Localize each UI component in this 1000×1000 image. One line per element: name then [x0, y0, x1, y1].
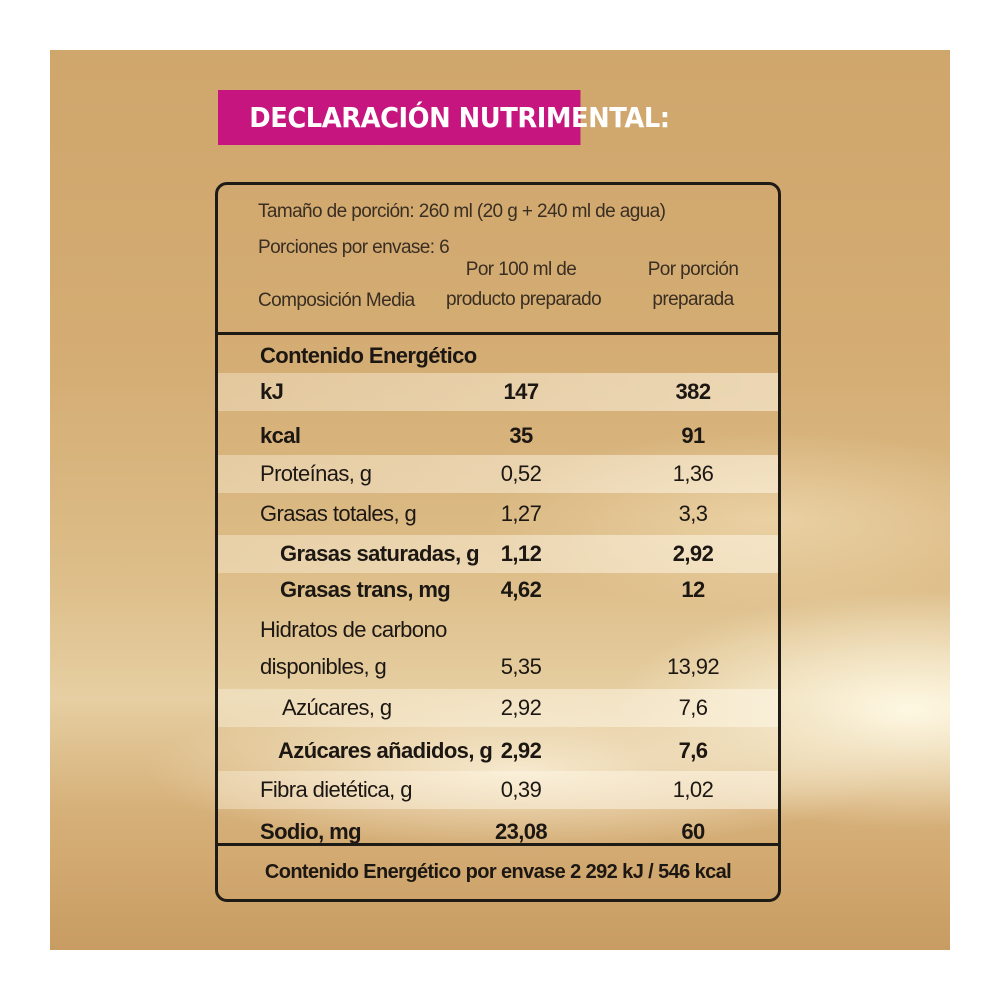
- table-header: Tamaño de porción: 260 ml (20 g + 240 ml…: [218, 185, 778, 335]
- nutrition-title: DECLARACIÓN NUTRIMENTAL:: [218, 90, 670, 145]
- nutrient-name: kJ: [260, 379, 284, 404]
- value-per-100ml: 23,08: [494, 819, 548, 844]
- value-per-portion: 91: [681, 423, 705, 448]
- table-row: disponibles, g 5,35 13,92: [218, 648, 778, 686]
- nutrient-name: kcal: [260, 423, 301, 448]
- value-per-portion: 13,92: [666, 654, 720, 679]
- nutrient-name: Azúcares añadidos, g: [278, 738, 493, 763]
- nutrition-facts-table: Tamaño de porción: 260 ml (20 g + 240 ml…: [215, 182, 781, 902]
- table-row: kcal 35 91: [218, 417, 778, 455]
- nutrient-name: disponibles, g: [260, 654, 387, 679]
- col-per-100ml-line1: Por 100 ml de: [465, 259, 577, 280]
- col-per-portion-line1: Por porción: [647, 259, 739, 280]
- table-row: Grasas saturadas, g 1,12 2,92: [218, 535, 778, 573]
- value-per-portion: 60: [681, 819, 705, 844]
- table-row: Contenido Energético: [218, 337, 778, 375]
- value-per-100ml: 2,92: [500, 738, 542, 763]
- composition-label: Composición Media: [258, 290, 415, 311]
- value-per-portion: 2,92: [672, 541, 714, 566]
- col-per-portion-header: Por porción preparada: [618, 255, 768, 315]
- nutrient-name: Fibra dietética, g: [260, 777, 412, 802]
- value-per-portion: 7,6: [678, 695, 708, 720]
- nutrient-name: Azúcares, g: [282, 695, 392, 720]
- nutrient-name: Hidratos de carbono: [260, 617, 447, 642]
- table-row: Proteínas, g 0,52 1,36: [218, 455, 778, 493]
- value-per-portion: 3,3: [678, 501, 708, 526]
- value-per-100ml: 1,27: [500, 501, 542, 526]
- value-per-portion: 1,02: [672, 777, 714, 802]
- table-row: Grasas totales, g 1,27 3,3: [218, 495, 778, 533]
- nutrient-name: Proteínas, g: [260, 461, 372, 486]
- value-per-portion: 7,6: [678, 738, 708, 763]
- nutrient-name: Contenido Energético: [260, 343, 477, 368]
- nutrient-name: Grasas trans, mg: [280, 577, 451, 602]
- col-per-100ml-header: Por 100 ml de producto preparado: [446, 255, 602, 315]
- energy-per-container: Contenido Energético por envase 2 292 kJ…: [218, 843, 778, 899]
- value-per-100ml: 0,39: [500, 777, 542, 802]
- value-per-portion: 1,36: [672, 461, 714, 486]
- table-row: Azúcares, g 2,92 7,6: [218, 689, 778, 727]
- nutrient-name: Sodio, mg: [260, 819, 362, 844]
- table-row: Azúcares añadidos, g 2,92 7,6: [218, 732, 778, 770]
- serving-size: Tamaño de porción: 260 ml (20 g + 240 ml…: [258, 201, 666, 222]
- table-row: Sodio, mg 23,08 60: [218, 813, 778, 851]
- col-per-portion-line2: preparada: [652, 289, 734, 310]
- value-per-100ml: 0,52: [500, 461, 542, 486]
- nutrient-name: Grasas totales, g: [260, 501, 417, 526]
- value-per-100ml: 5,35: [500, 654, 542, 679]
- value-per-100ml: 4,62: [500, 577, 542, 602]
- value-per-100ml: 2,92: [500, 695, 542, 720]
- value-per-portion: 382: [675, 379, 712, 404]
- table-row: Hidratos de carbono: [218, 611, 778, 649]
- col-per-100ml-line2: producto preparado: [446, 289, 602, 310]
- table-row: kJ 147 382: [218, 373, 778, 411]
- value-per-100ml: 1,12: [500, 541, 542, 566]
- table-row: Grasas trans, mg 4,62 12: [218, 571, 778, 609]
- value-per-100ml: 147: [503, 379, 540, 404]
- servings-per-container: Porciones por envase: 6: [258, 237, 450, 258]
- nutrient-name: Grasas saturadas, g: [280, 541, 480, 566]
- table-row: Fibra dietética, g 0,39 1,02: [218, 771, 778, 809]
- value-per-100ml: 35: [509, 423, 533, 448]
- value-per-portion: 12: [681, 577, 705, 602]
